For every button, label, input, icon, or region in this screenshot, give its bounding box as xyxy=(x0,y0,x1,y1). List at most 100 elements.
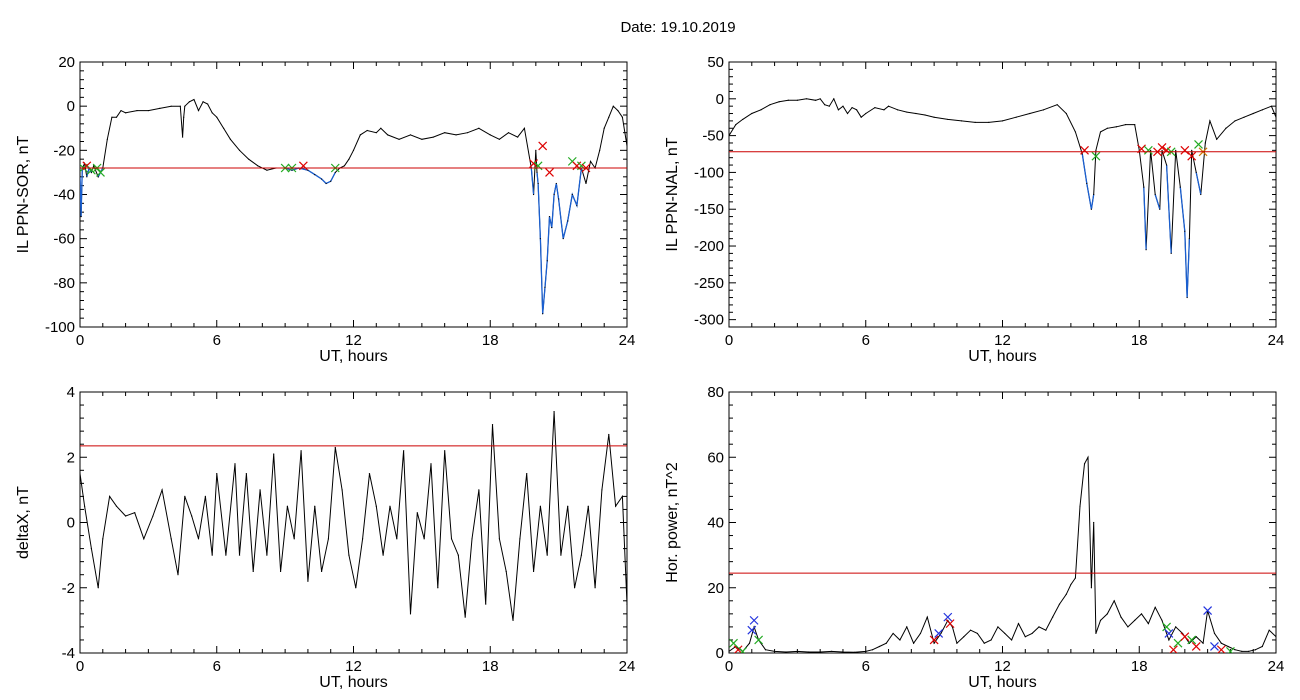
plot-area xyxy=(729,97,1276,299)
data-point xyxy=(1070,583,1072,586)
x-tick-label: 18 xyxy=(1131,332,1148,349)
data-point xyxy=(1127,626,1129,628)
data-point xyxy=(603,127,605,129)
data-point xyxy=(334,171,336,174)
event-marker xyxy=(738,646,748,653)
data-point xyxy=(330,180,332,182)
data-point xyxy=(846,112,849,115)
data-point xyxy=(457,554,459,556)
data-point xyxy=(553,410,555,413)
plot-frame xyxy=(728,391,1277,654)
data-point xyxy=(512,619,514,621)
data-point xyxy=(883,109,885,111)
y-tick-label: 0 xyxy=(67,515,75,532)
data-point xyxy=(562,238,564,240)
data-point xyxy=(423,538,425,540)
data-point xyxy=(106,138,108,140)
data-point xyxy=(177,574,179,576)
y-tick-label: -80 xyxy=(53,275,75,292)
data-point xyxy=(878,645,881,648)
data-point xyxy=(416,512,418,514)
data-point xyxy=(621,495,624,497)
data-point xyxy=(1083,463,1086,465)
data-point xyxy=(599,149,601,151)
data-point xyxy=(102,538,104,540)
data-point xyxy=(1093,521,1095,524)
data-point xyxy=(124,515,127,517)
data-point xyxy=(548,215,551,218)
data-point xyxy=(450,538,453,540)
data-point xyxy=(320,570,323,573)
data-point xyxy=(1124,123,1127,126)
data-point xyxy=(760,109,762,111)
data-point xyxy=(587,505,589,507)
data-point xyxy=(293,538,295,540)
plot-area xyxy=(80,410,627,621)
data-point xyxy=(974,121,976,123)
marker-stroke xyxy=(1143,145,1153,155)
data-point xyxy=(819,651,821,653)
data-point xyxy=(546,260,548,262)
y-tick-label: 40 xyxy=(707,515,724,532)
data-point xyxy=(403,450,405,452)
data-point xyxy=(1227,645,1229,648)
y-axis-label: IL PPN-NAL, nT xyxy=(664,137,681,251)
data-point xyxy=(222,127,225,129)
data-point xyxy=(735,123,737,126)
data-point xyxy=(1093,193,1095,196)
data-point xyxy=(188,101,190,103)
data-point xyxy=(1270,105,1273,107)
data-point xyxy=(1079,505,1081,507)
x-tick-label: 0 xyxy=(725,332,733,349)
data-point xyxy=(409,613,412,615)
data-point xyxy=(778,101,780,103)
x-tick-label: 18 xyxy=(1131,658,1148,675)
highlight-segment xyxy=(1081,153,1095,210)
x-tick-label: 12 xyxy=(994,332,1011,349)
y-tick-label: 20 xyxy=(58,54,75,71)
x-tick-label: 24 xyxy=(1268,332,1285,349)
data-point xyxy=(1234,120,1236,122)
data-point xyxy=(594,587,596,589)
data-point xyxy=(1175,626,1177,628)
data-point xyxy=(80,176,81,178)
data-point xyxy=(532,570,535,573)
data-point xyxy=(409,134,412,136)
data-point xyxy=(1015,116,1017,118)
data-point xyxy=(375,132,377,134)
data-point xyxy=(320,178,323,180)
data-point xyxy=(1134,619,1136,621)
panel-ppn-sor: 0 6 12 18 24 -100 -80 -60 -40 -20 0 20 UT, hours IL P… xyxy=(15,54,635,365)
data-point xyxy=(1188,238,1190,240)
data-point xyxy=(197,538,200,540)
data-point xyxy=(380,127,382,129)
y-tick-label: 0 xyxy=(716,645,724,662)
data-point xyxy=(601,489,603,491)
data-point xyxy=(314,174,316,176)
data-point xyxy=(940,632,942,635)
data-point xyxy=(279,570,282,573)
data-point xyxy=(997,626,999,628)
data-point xyxy=(286,505,289,507)
data-point xyxy=(159,107,161,109)
marker-stroke xyxy=(1080,145,1089,155)
data-point xyxy=(207,103,209,105)
data-point xyxy=(874,107,876,109)
data-point xyxy=(553,193,555,196)
data-point xyxy=(1159,208,1161,210)
data-point xyxy=(830,650,833,652)
data-point xyxy=(1275,636,1276,638)
event-marker xyxy=(545,167,554,177)
event-marker xyxy=(1180,145,1190,155)
data-point xyxy=(307,580,309,582)
marker-stroke xyxy=(945,619,955,629)
data-point xyxy=(828,105,830,107)
data-point xyxy=(505,570,507,573)
event-marker xyxy=(929,635,939,645)
data-point xyxy=(325,182,327,185)
plot-frame xyxy=(79,391,628,654)
data-point xyxy=(362,538,364,540)
data-point xyxy=(389,505,391,507)
data-point xyxy=(1143,186,1145,188)
event-marker xyxy=(1187,635,1197,645)
